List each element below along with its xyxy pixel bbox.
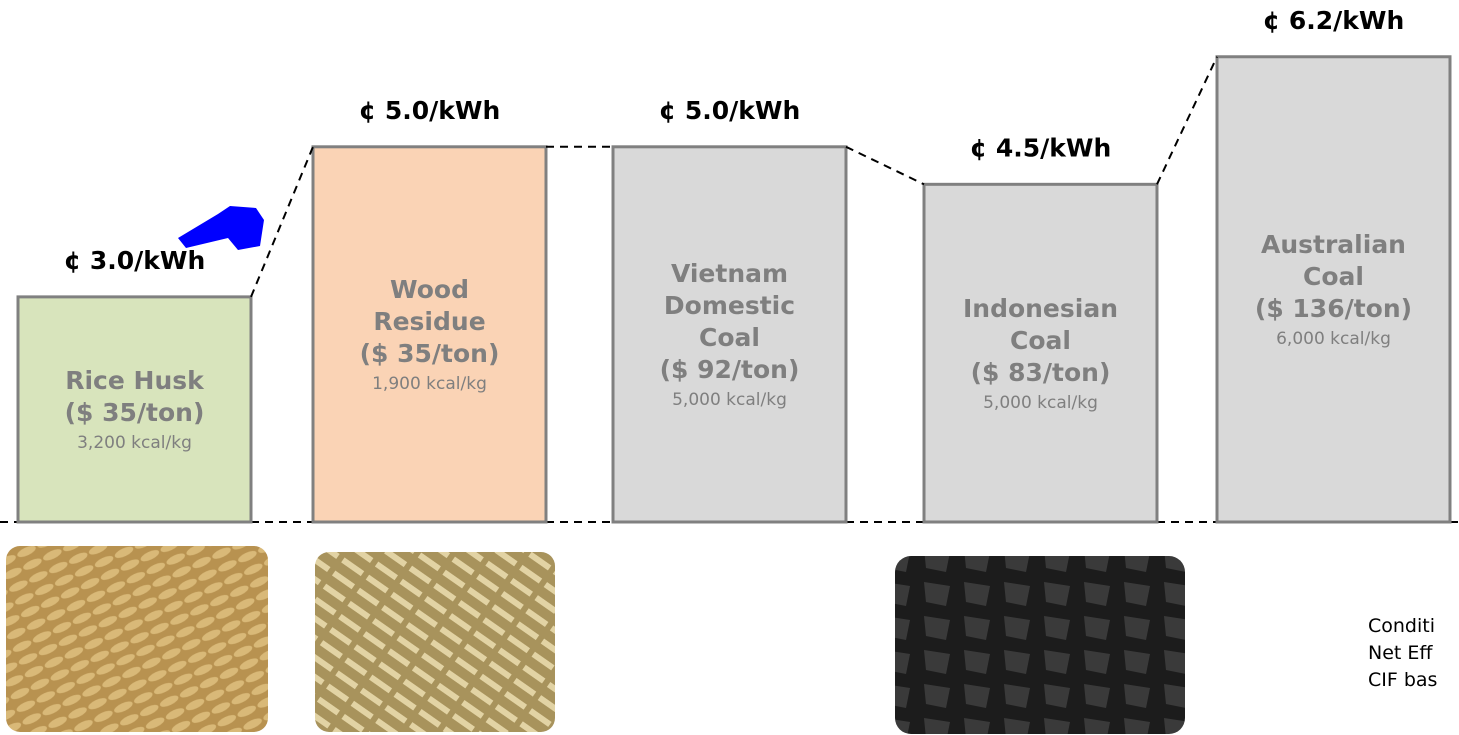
value-label: ¢ 4.5/kWh	[970, 133, 1112, 162]
coal-photo	[895, 556, 1185, 734]
price-label: ($ 35/ton)	[64, 398, 205, 428]
photos	[6, 546, 1185, 734]
bar-label: Australian Coal($ 136/ton) 6,000 kcal/kg	[1217, 57, 1450, 522]
category-label: Vietnam Domestic Coal	[663, 259, 796, 353]
value-label: ¢ 3.0/kWh	[64, 246, 206, 275]
category-label: Rice Husk	[65, 366, 204, 396]
energy-label: 5,000 kcal/kg	[983, 393, 1098, 414]
label-box: Indonesian Coal ($ 83/ton) 5,000 kcal/kg	[924, 184, 1157, 522]
connector	[1156, 56, 1218, 185]
rice-husk-photo	[6, 546, 268, 732]
wood-residue-photo	[315, 552, 555, 732]
energy-label: 6,000 kcal/kg	[1276, 329, 1391, 350]
energy-label: 3,200 kcal/kg	[77, 433, 192, 454]
bar-label: Vietnam Domestic Coal($ 92/ton) 5,000 kca…	[613, 147, 846, 522]
pointer-icon	[178, 206, 264, 250]
bar-label: Indonesian Coal($ 83/ton) 5,000 kcal/kg	[924, 184, 1157, 522]
bar	[311, 145, 548, 524]
label-box: Rice Husk ($ 35/ton) 3,200 kcal/kg	[18, 297, 251, 522]
bar-label: Wood Residue($ 35/ton) 1,900 kcal/kg	[313, 147, 546, 522]
label-box: Australian Coal ($ 136/ton) 6,000 kcal/kg	[1217, 57, 1450, 522]
note: CIF bas	[1368, 669, 1438, 691]
value-label: ¢ 5.0/kWh	[659, 96, 801, 125]
bar	[922, 182, 1159, 524]
bar	[1215, 55, 1452, 524]
price-label: ($ 35/ton)	[359, 339, 500, 369]
energy-label: 1,900 kcal/kg	[372, 374, 487, 395]
category-label: Australian Coal	[1261, 230, 1406, 292]
label-box: Wood Residue ($ 35/ton) 1,900 kcal/kg	[313, 147, 546, 522]
label-box: Vietnam Domestic Coal ($ 92/ton) 5,000 kca…	[613, 147, 846, 522]
note: Conditi	[1368, 615, 1436, 637]
price-label: ($ 92/ton)	[659, 355, 800, 385]
bar-label: Rice Husk($ 35/ton) 3,200 kcal/kg	[18, 297, 251, 522]
category-label: Indonesian Coal	[962, 294, 1119, 356]
connector	[845, 145, 925, 186]
category-label: Wood Residue	[373, 275, 486, 337]
value-label: ¢ 5.0/kWh	[359, 96, 501, 125]
value-label: ¢ 6.2/kWh	[1263, 6, 1405, 35]
note: Net Eff	[1368, 642, 1433, 664]
price-label: ($ 83/ton)	[970, 358, 1111, 388]
energy-label: 5,000 kcal/kg	[672, 390, 787, 411]
price-label: ($ 136/ton)	[1254, 294, 1413, 324]
bar	[16, 295, 253, 524]
bar	[611, 145, 848, 524]
